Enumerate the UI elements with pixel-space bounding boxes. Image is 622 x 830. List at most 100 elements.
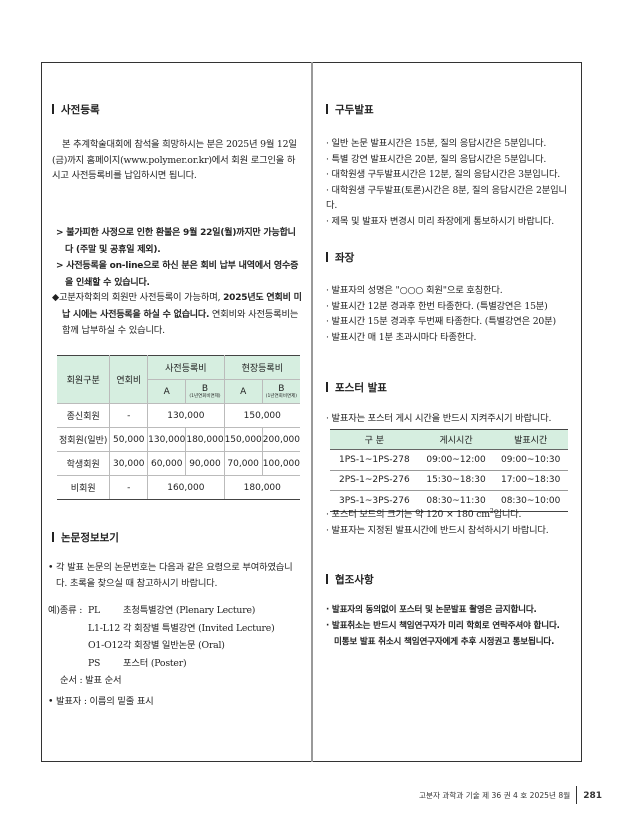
list-item: · 발표시간 15분 경과후 두번째 타종한다. (특별강연은 20분) — [326, 316, 556, 328]
cell: 30,000 — [109, 451, 149, 476]
cell: 160,000 — [147, 475, 225, 500]
section-heading-oral: 구두발표 — [326, 102, 374, 117]
list-item: · 발표자의 동의없이 포스터 및 논문발표 촬영은 금지합니다. — [326, 605, 537, 615]
table-row: 2PS-1~2PS-276 15:30~18:30 17:00~18:30 — [330, 470, 568, 491]
member-note: ◆고분자학회의 회원만 사전등록이 가능하며, 2025년도 연회비 미납 시에… — [52, 290, 302, 340]
page-footer: 고분자 과학과 기술 제 36 권 4 호 2025년 8월 281 — [419, 786, 602, 804]
example-label: 예)종류 : — [48, 605, 83, 616]
heading-text: 구두발표 — [335, 104, 374, 116]
list-item: · 특별 강연 발표시간은 20분, 질의 응답시간은 5분입니다. — [326, 153, 547, 165]
member-note-text: 연회비와 사전등록비는 함께 납부하실 수 있습니다. — [62, 308, 299, 337]
section-heading-poster: 포스터 발표 — [326, 380, 387, 395]
cell: 09:00~12:00 — [418, 449, 494, 471]
heading-text: 논문정보보기 — [61, 532, 119, 544]
cell: 180,000 — [223, 475, 300, 500]
cell: 1PS-1~1PS-278 — [330, 449, 419, 471]
cell: 08:30~10:00 — [493, 490, 568, 512]
cell: 학생회원 — [57, 451, 111, 476]
type-desc: 초청특별강연 (Plenary Lecture) — [123, 605, 256, 616]
cell: 150,000 — [223, 403, 300, 428]
header-cell: 발표시간 — [493, 429, 568, 450]
header-onsite-registration: 현장등록비 — [223, 355, 300, 380]
header-pre-registration: 사전등록비 — [147, 355, 225, 380]
list-item: · 대학원생 구두발표시간은 12분, 질의 응답시간은 3분입니다. — [326, 169, 561, 181]
cell: 정회원(일반) — [57, 427, 111, 452]
section-heading-chair: 좌장 — [326, 250, 354, 265]
type-code: L1-L12 — [88, 622, 121, 634]
superscript: 2 — [489, 508, 494, 515]
cell: 2PS-1~2PS-276 — [330, 470, 419, 491]
cell: - — [109, 403, 149, 428]
cell: 100,000 — [261, 451, 300, 476]
poster-intro: · 발표자는 포스터 게시 시간을 반드시 지켜주시기 바랍니다. — [326, 413, 552, 424]
column-divider — [311, 62, 313, 762]
header-b-label: B — [201, 383, 209, 394]
list-item: · 일반 논문 발표시간은 15분, 질의 응답시간은 5분입니다. — [326, 138, 547, 149]
heading-text: 협조사항 — [335, 574, 374, 586]
cooperation-list: · 발표자의 동의없이 포스터 및 논문발표 촬영은 금지합니다. · 발표취소… — [326, 602, 581, 650]
cell: 17:00~18:30 — [493, 470, 568, 491]
header-onsite-a: A — [223, 379, 263, 404]
section-heading-paper-info: 논문정보보기 — [52, 530, 119, 545]
heading-text: 사전등록 — [61, 104, 100, 116]
type-desc: 각 회장별 일반논문 (Oral) — [123, 640, 225, 651]
cell: 08:30~11:30 — [418, 490, 494, 512]
oral-list: · 일반 논문 발표시간은 15분, 질의 응답시간은 5분입니다. · 특별 … — [326, 136, 576, 230]
receipt-note: > 사전등록을 on-line으로 하신 분은 회비 납부 내역에서 영수증을 … — [56, 261, 299, 288]
header-annual-fee: 연회비 — [109, 355, 149, 404]
cell: 130,000 — [147, 403, 225, 428]
section-heading-registration: 사전등록 — [52, 102, 100, 117]
poster-notes: · 포스터 보드의 크기는 약 120 × 180 cm2입니다. · 발표자는… — [326, 504, 576, 538]
cell: 200,000 — [261, 427, 300, 452]
list-item: · 대학원생 구두발표(토론)시간은 8분, 질의 응답시간은 2분입니다. — [326, 184, 567, 212]
header-pre-a: A — [147, 379, 187, 404]
header-b-note: (1년연회비면제) — [189, 393, 221, 399]
list-item: · 발표시간 매 1분 초과시마다 타종한다. — [326, 331, 477, 343]
type-desc: 포스터 (Poster) — [123, 657, 187, 669]
list-item: · 발표시간 12분 경과후 한번 타종한다. (특별강연은 15분) — [326, 300, 548, 312]
header-b-label: B — [278, 383, 285, 394]
page-number: 281 — [583, 791, 602, 801]
list-item: · 발표자의 성명은 "○○○ 회원"으로 호칭한다. — [326, 285, 503, 296]
attend-note: · 발표자는 지정된 발표시간에 반드시 참석하시기 바랍니다. — [326, 524, 549, 536]
cell: 130,000 — [147, 427, 187, 452]
header-member-type: 회원구분 — [57, 355, 111, 404]
poster-schedule-table: 구 분 게시시간 발표시간 1PS-1~1PS-278 09:00~12:00 … — [330, 429, 568, 512]
paper-info-intro: • 각 발표 논문의 논문번호는 다음과 같은 요령으로 부여하였습니다. 초록… — [48, 562, 293, 589]
board-size-text: 입니다. — [493, 509, 522, 521]
board-size-text: · 포스터 보드의 크기는 약 120 × 180 cm — [326, 509, 490, 521]
refund-note: > 불가피한 사정으로 인한 환불은 9월 22일(월)까지만 가능합니다 (주… — [56, 228, 296, 255]
cell: 15:30~18:30 — [418, 470, 494, 491]
type-code: PL — [88, 605, 101, 616]
header-b-note: (1년연회비면제) — [265, 393, 297, 399]
registration-intro: 본 추계학술대회에 참석을 희망하시는 분은 2025년 9월 12일(금)까지… — [52, 139, 297, 182]
type-code: PS — [88, 657, 101, 669]
table-row: 정회원(일반) 50,000 130,000 180,000 150,000 2… — [57, 427, 300, 452]
table-row: 비회원 - 160,000 180,000 — [57, 475, 300, 500]
journal-info: 고분자 과학과 기술 제 36 권 4 호 2025년 8월 — [419, 791, 571, 800]
heading-text: 좌장 — [335, 252, 355, 264]
header-pre-b: B (1년연회비면제) — [185, 379, 225, 404]
table-row: 1PS-1~1PS-278 09:00~12:00 09:00~10:30 — [330, 449, 568, 471]
cell: 180,000 — [185, 427, 225, 452]
footer-separator — [576, 786, 578, 804]
header-onsite-b: B (1년연회비면제) — [261, 379, 300, 404]
cell: 150,000 — [223, 427, 263, 452]
board-size-note: · 포스터 보드의 크기는 약 120 × 180 cm2입니다. — [326, 504, 576, 523]
type-code: O1-O12 — [88, 640, 123, 651]
list-item: · 제목 및 발표자 변경시 미리 좌장에게 통보하시기 바랍니다. — [326, 215, 555, 227]
section-heading-cooperation: 협조사항 — [326, 572, 374, 587]
registration-notes: > 불가피한 사정으로 인한 환불은 9월 22일(월)까지만 가능합니다 (주… — [52, 225, 302, 291]
list-item: 미통보 발표 취소시 책임연구자에게 추후 시정권고 통보됩니다. — [334, 637, 555, 647]
cell: 90,000 — [185, 451, 225, 476]
member-note-bold: 2025년도 연회비 미납 시에는 사전등록을 하실 수 없습니다. — [62, 293, 302, 320]
cell: 3PS-1~3PS-276 — [330, 490, 419, 512]
chair-list: · 발표자의 성명은 "○○○ 회원"으로 호칭한다. · 발표시간 12분 경… — [326, 283, 576, 345]
member-note-text: ◆고분자학회의 회원만 사전등록이 가능하며, — [52, 292, 224, 303]
cell: 60,000 — [147, 451, 187, 476]
header-cell: 구 분 — [330, 429, 419, 450]
cell: 50,000 — [109, 427, 149, 452]
table-row: 종신회원 - 130,000 150,000 — [57, 403, 300, 428]
list-item: · 발표취소는 반드시 책임연구자가 미리 학회로 연락주셔야 합니다. — [326, 621, 560, 631]
cell: 09:00~10:30 — [493, 449, 568, 471]
